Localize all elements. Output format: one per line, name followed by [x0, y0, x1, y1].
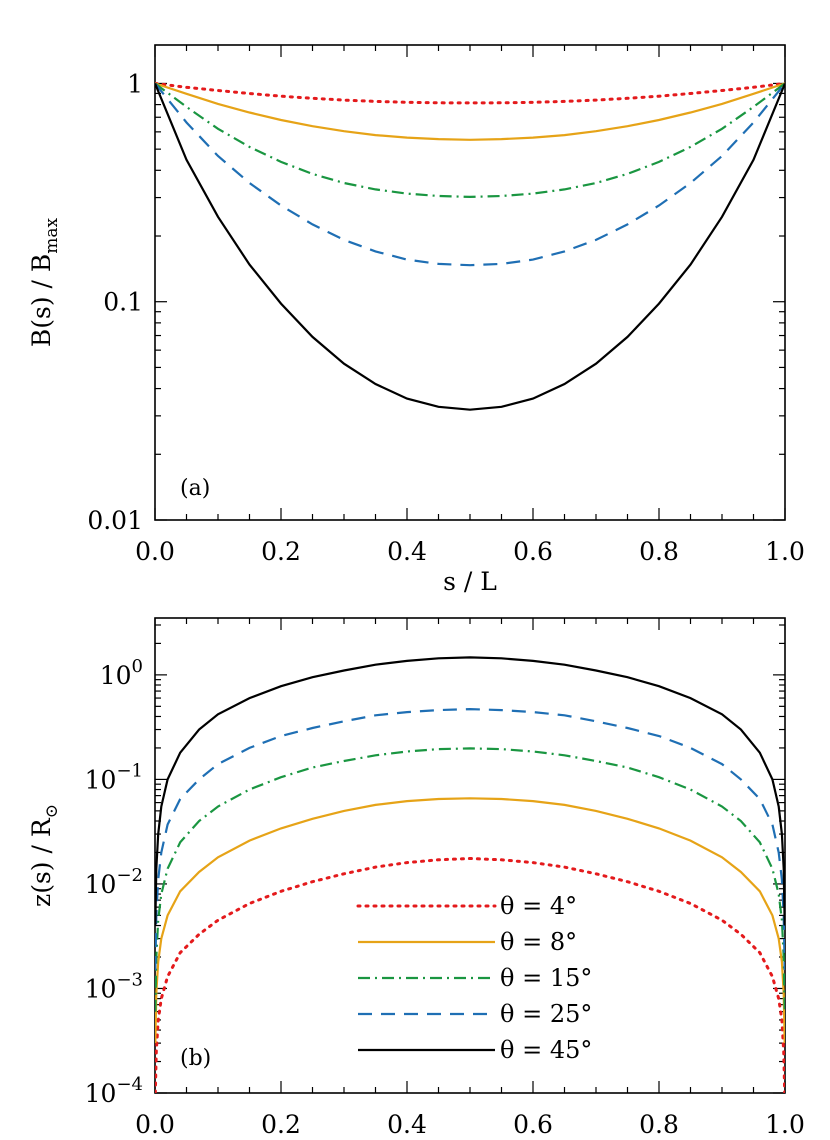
y-tick-label: 0.1	[103, 288, 143, 317]
series-line-2	[155, 797, 785, 1044]
panel-b: 0.0 0.2 0.4 0.6 0.8 1.010−410−310−210−1100z(s…	[27, 617, 805, 1139]
x-tick-label: 0.4	[387, 1110, 427, 1139]
series-line-3	[155, 747, 785, 1012]
y-tick-exponent: −1	[116, 760, 143, 781]
y-tick-exponent: −2	[116, 865, 143, 886]
y-tick-exponent: −4	[116, 1074, 143, 1095]
y-tick-exponent: 0	[132, 656, 143, 677]
series-line-2	[155, 82, 785, 141]
y-axis-label-main: B(s) / B	[27, 254, 56, 347]
x-tick-label: 0.8	[639, 537, 679, 566]
series-line-3	[155, 82, 785, 199]
series-line-4	[155, 707, 785, 971]
x-tick-label: 0.2	[261, 537, 301, 566]
y-tick-base: 10	[85, 765, 117, 794]
x-tick-label: 1.0	[765, 537, 805, 566]
panel-a: 0.0 0.2 0.4 0.6 0.8 1.0 0.01 0.1 1 s / L B(s) / Bm…	[27, 44, 805, 596]
y-tick-label: 100	[100, 656, 143, 690]
legend-label-5: θ = 45°	[500, 1036, 592, 1064]
panel-label: (a)	[180, 476, 210, 501]
series-line-1	[155, 81, 785, 105]
y-axis-label: B(s) / Bmax	[27, 217, 62, 347]
panel-label: (b)	[180, 1046, 211, 1071]
x-tick-label: 0.4	[387, 537, 427, 566]
y-tick-label: 10−1	[85, 760, 143, 794]
x-tick-label: 0.2	[261, 1110, 301, 1139]
x-tick-label: 0.0	[135, 1110, 175, 1139]
y-tick-label: 1	[127, 69, 143, 98]
series-line-1	[155, 856, 785, 1093]
y-tick-base: 10	[85, 870, 117, 899]
x-tick-label: 1.0	[765, 1110, 805, 1139]
y-tick-label: 10−4	[85, 1074, 143, 1108]
x-tick-label: 0.6	[513, 1110, 553, 1139]
y-axis-label: z(s) / R⊙	[27, 804, 62, 907]
y-tick-base: 10	[100, 661, 132, 690]
y-tick-base: 10	[85, 974, 117, 1003]
y-axis-label-main: z(s) / R	[27, 817, 56, 907]
legend-label-2: θ = 8°	[500, 928, 577, 956]
plot-frame	[154, 44, 786, 521]
legend-label-4: θ = 25°	[500, 1000, 592, 1028]
y-tick-exponent: −3	[116, 969, 143, 990]
y-tick-label: 10−3	[85, 969, 143, 1003]
series-line-4	[155, 82, 785, 267]
series-line-5	[155, 656, 785, 926]
y-tick-label: 10−2	[85, 865, 143, 899]
y-axis-label-subscript: max	[42, 217, 62, 253]
y-axis-label-subscript: ⊙	[42, 804, 62, 818]
y-tick-label: 0.01	[87, 506, 143, 535]
x-axis-label: s / L	[443, 567, 497, 596]
legend-label-3: θ = 15°	[500, 964, 592, 992]
plot-frame	[154, 617, 786, 1094]
y-tick-base: 10	[85, 1079, 117, 1108]
series-line-5	[155, 82, 785, 411]
x-tick-label: 0.0	[135, 537, 175, 566]
x-tick-label: 0.6	[513, 537, 553, 566]
legend-label-1: θ = 4°	[500, 892, 577, 920]
x-tick-label: 0.8	[639, 1110, 679, 1139]
